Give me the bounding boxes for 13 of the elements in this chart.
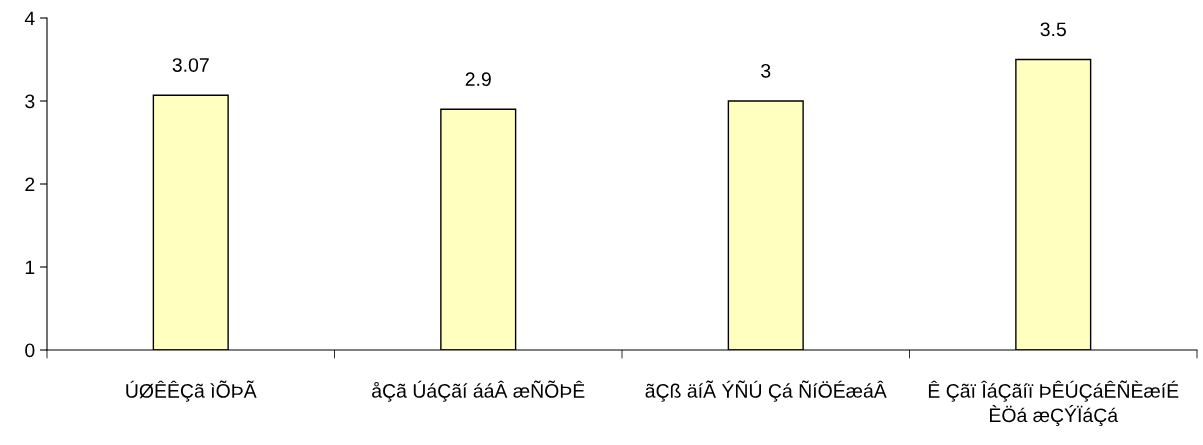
data-label: 3 [761, 63, 771, 78]
x-tick-label: ãÇß äíÃ ÝÑÚ Çá ÑíÖÉæáÂ [645, 380, 887, 402]
data-label: 3.5 [1040, 22, 1066, 37]
y-tick-label: 0 [25, 343, 35, 358]
data-label: 3.07 [172, 58, 209, 72]
data-label: 2.9 [465, 72, 491, 87]
y-tick-label: 2 [25, 177, 35, 192]
x-tick-label: ÚØÊÊÇã ìÕÞÃ [126, 380, 257, 402]
y-tick-label: 3 [25, 94, 35, 109]
y-tick-label: 4 [24, 11, 35, 26]
x-tick-label: Ê Çãï ÎáÇãíï ÞÊÚÇáÊÑÈæíÉ ÈÖá æÇÝÏáÇá [928, 380, 1179, 427]
y-tick-label: 1 [25, 260, 35, 275]
x-tick-label: åÇã ÚáÇãí ááÂ æÑÕÞÊ [372, 380, 585, 402]
